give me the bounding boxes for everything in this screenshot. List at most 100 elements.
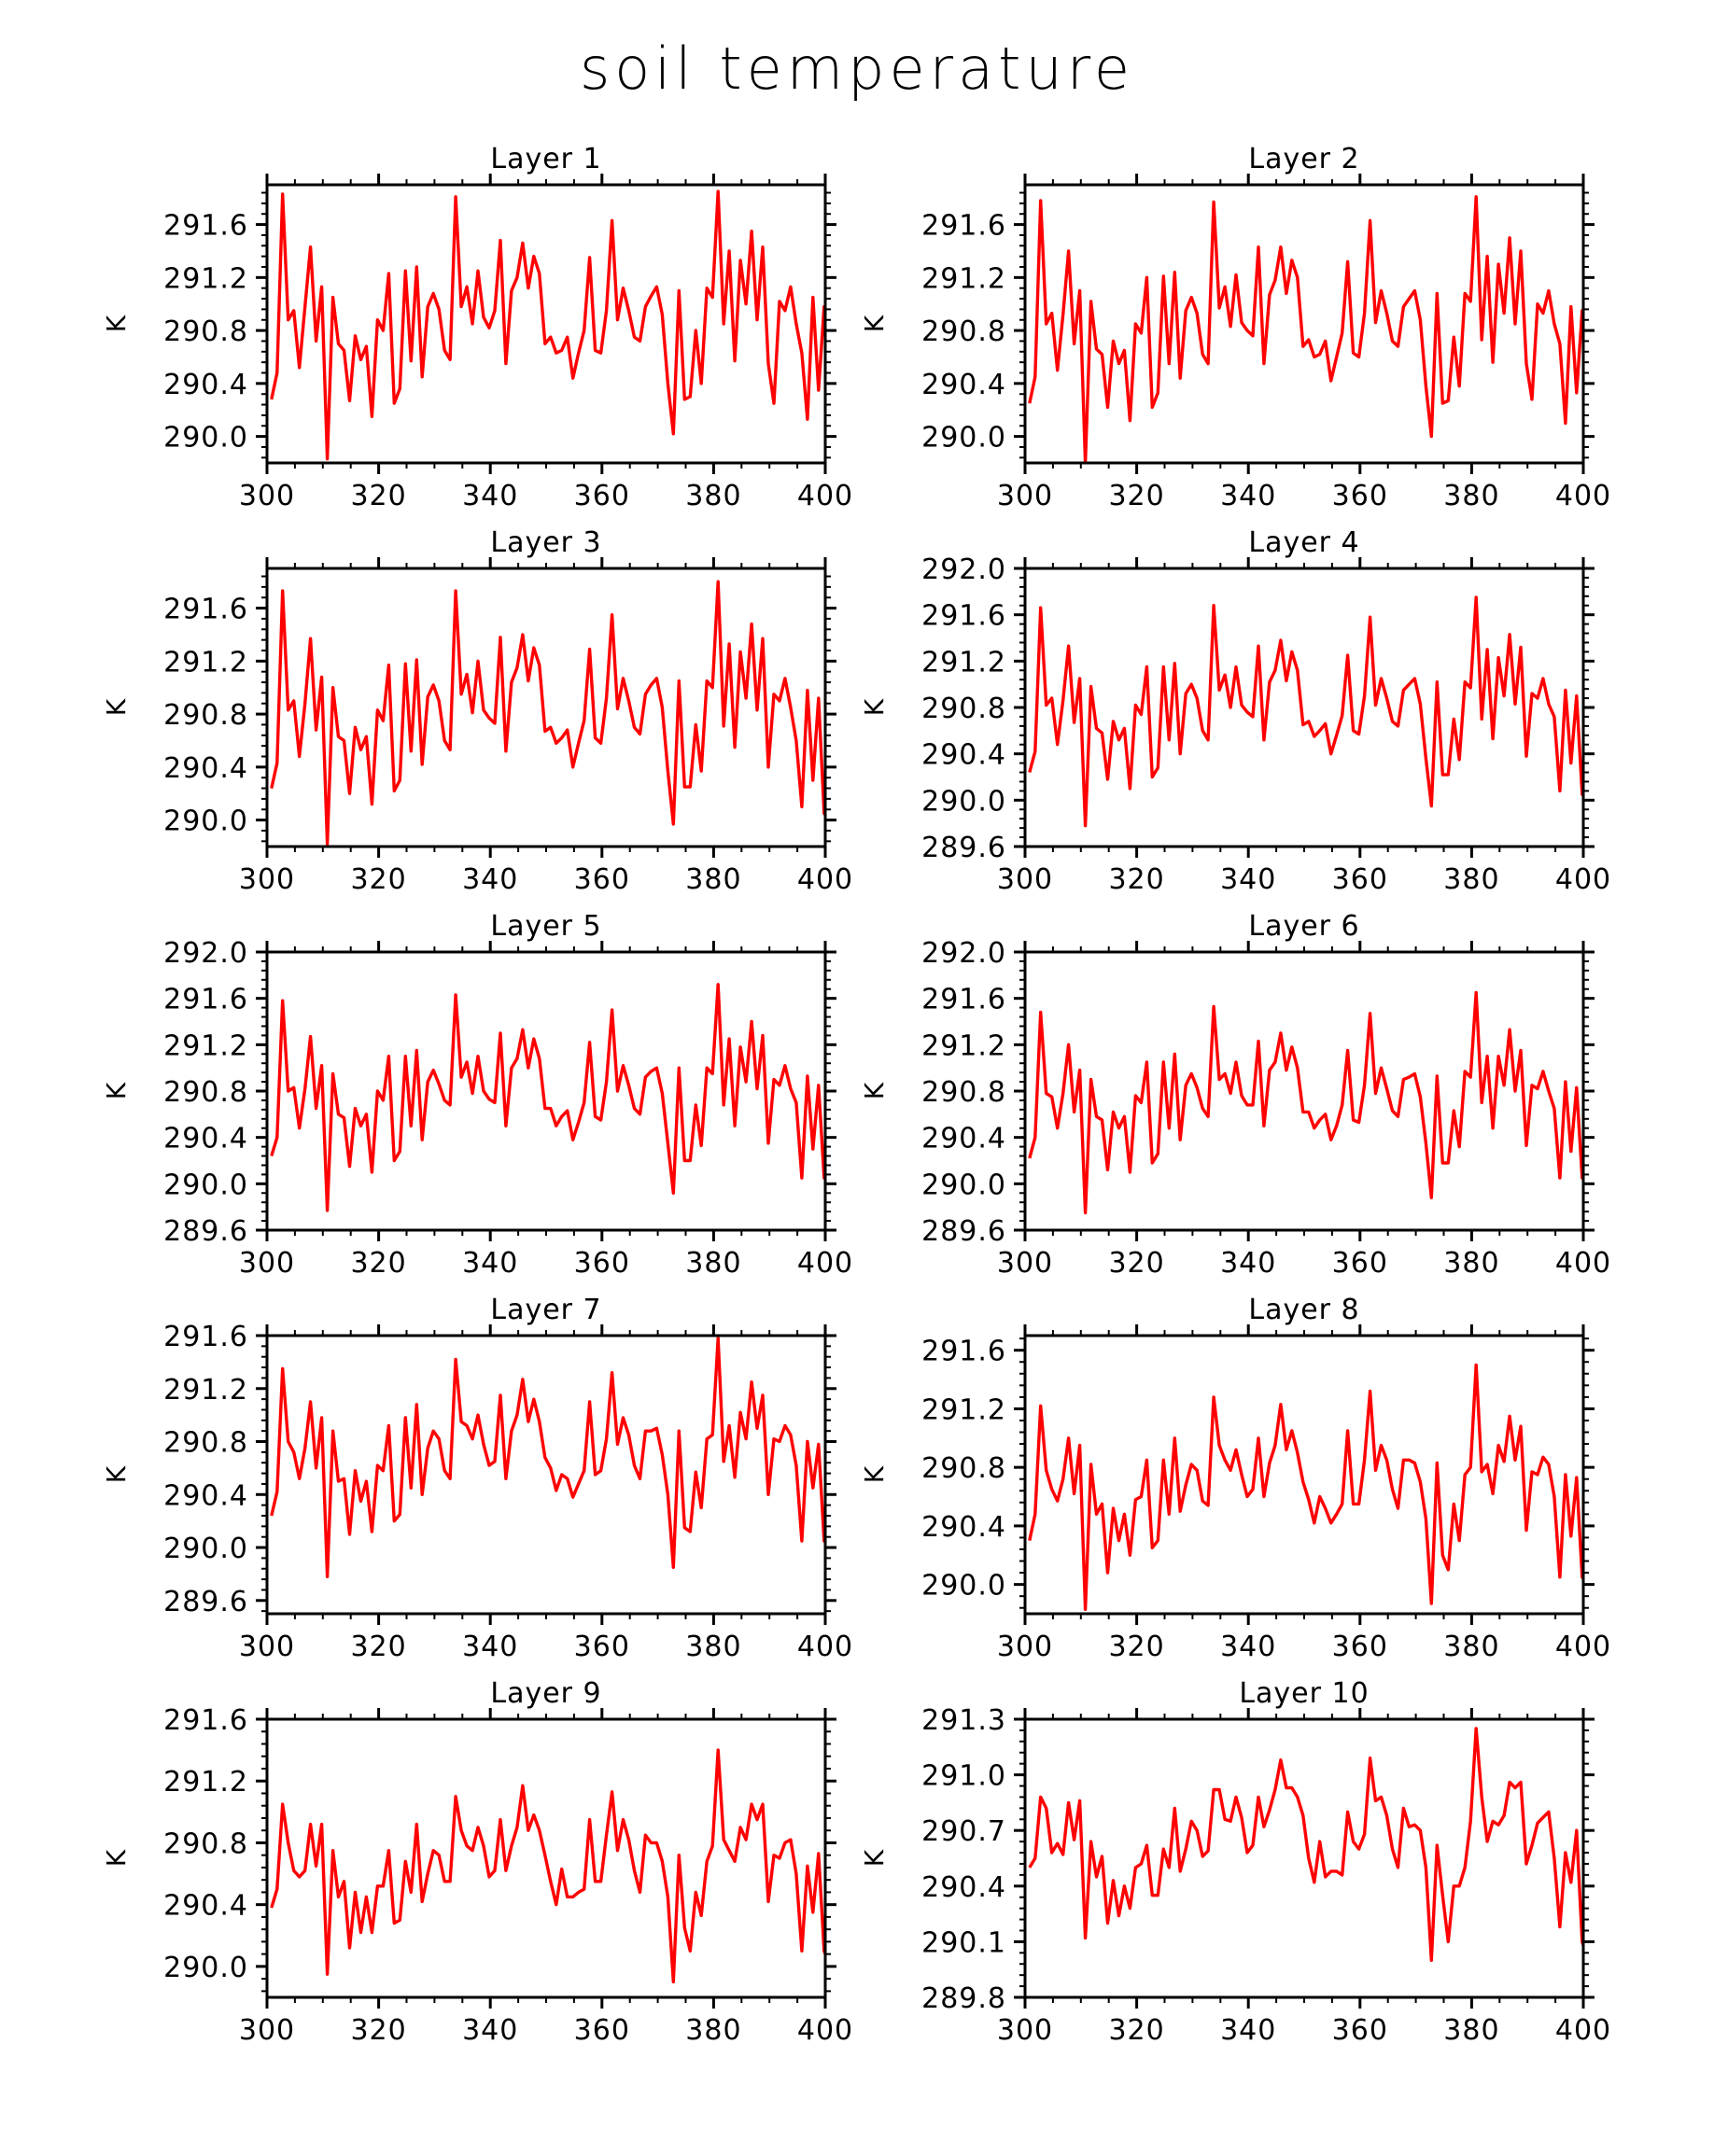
y-tick-label: 290.4: [163, 369, 248, 401]
x-tick-label: 400: [1555, 863, 1611, 896]
x-tick-label: 360: [574, 1247, 630, 1280]
x-axis: 300 320 340 360 380 400: [997, 941, 1611, 1280]
x-tick-label: 380: [685, 1631, 741, 1663]
y-tick-label: 291.6: [163, 1321, 248, 1353]
y-tick-label: 289.8: [921, 1982, 1006, 2015]
x-tick-label: 380: [685, 480, 741, 512]
panel-title: Layer 6: [1248, 910, 1359, 943]
x-tick-label: 360: [574, 863, 630, 896]
panel-title: Layer 2: [1248, 143, 1359, 175]
y-tick-label: 291.2: [163, 646, 248, 679]
y-tick-label: 290.0: [921, 785, 1006, 818]
y-tick-label: 290.4: [163, 1123, 248, 1155]
x-tick-label: 380: [1443, 1631, 1499, 1663]
x-tick-label: 340: [1220, 1247, 1276, 1280]
x-tick-label: 360: [1332, 480, 1388, 512]
y-tick-label: 290.4: [163, 1479, 248, 1512]
x-tick-label: 320: [350, 863, 406, 896]
x-tick-label: 300: [997, 1631, 1053, 1663]
y-tick-label: 290.0: [921, 1570, 1006, 1603]
x-tick-label: 340: [462, 863, 518, 896]
panel-layer-5: Layer 5 K 300 320 340 360 380 400 289.6 290.0 290.…: [101, 910, 852, 1280]
y-tick-label: 291.6: [163, 1704, 248, 1737]
x-axis: 300 320 340 360 380 400: [997, 1708, 1611, 2047]
series-line: [270, 580, 825, 846]
y-tick-label: 291.2: [163, 1374, 248, 1407]
panel-title: Layer 4: [1248, 526, 1359, 559]
y-axis: 289.8 290.1 290.4 290.7 291.0 291.3: [921, 1704, 1595, 2015]
y-tick-label: 291.2: [921, 1029, 1006, 1062]
y-axis-label: K: [101, 698, 132, 716]
y-tick-label: 292.0: [921, 553, 1006, 586]
x-tick-label: 380: [1443, 480, 1499, 512]
plot-frame: [1023, 1334, 1585, 1616]
y-axis-label: K: [859, 315, 890, 332]
y-tick-label: 289.6: [921, 1215, 1006, 1248]
plot-frame: [1023, 1717, 1585, 1999]
y-tick-label: 291.6: [921, 984, 1006, 1016]
y-tick-label: 292.0: [163, 937, 248, 970]
series-line: [1028, 990, 1583, 1215]
series-line: [270, 1748, 825, 1984]
x-tick-label: 400: [1555, 1247, 1611, 1280]
x-tick-label: 360: [1332, 1631, 1388, 1663]
x-tick-label: 320: [1108, 863, 1164, 896]
series-line: [1028, 1727, 1583, 1963]
y-tick-label: 289.6: [163, 1215, 248, 1248]
y-axis-label: K: [101, 315, 132, 332]
y-tick-label: 289.6: [163, 1586, 248, 1618]
y-tick-label: 290.4: [921, 1123, 1006, 1155]
series-line: [270, 1337, 825, 1579]
y-axis-label: K: [859, 1465, 890, 1483]
y-tick-label: 290.4: [921, 369, 1006, 401]
y-tick-label: 290.8: [163, 1076, 248, 1109]
y-tick-label: 290.7: [921, 1815, 1006, 1848]
y-tick-label: 290.0: [163, 805, 248, 838]
x-axis: 300 320 340 360 380 400: [239, 1708, 853, 2047]
x-tick-label: 380: [685, 2014, 741, 2047]
panel-title: Layer 3: [490, 526, 601, 559]
y-tick-label: 290.0: [163, 422, 248, 455]
x-tick-label: 340: [462, 2014, 518, 2047]
plot-frame: [1023, 950, 1585, 1232]
plot-frame: [1023, 183, 1585, 465]
x-tick-label: 400: [797, 480, 853, 512]
y-tick-label: 291.6: [163, 210, 248, 243]
x-tick-label: 400: [1555, 1631, 1611, 1663]
x-tick-label: 320: [1108, 1247, 1164, 1280]
x-tick-label: 340: [462, 1247, 518, 1280]
x-tick-label: 340: [1220, 2014, 1276, 2047]
y-tick-label: 291.2: [163, 262, 248, 295]
x-tick-label: 300: [997, 1247, 1053, 1280]
panel-title: Layer 8: [1248, 1294, 1359, 1326]
x-tick-label: 360: [574, 480, 630, 512]
y-tick-label: 289.6: [921, 832, 1006, 864]
x-tick-label: 320: [1108, 1631, 1164, 1663]
y-axis: 289.6 290.0 290.4 290.8 291.2 291.6 292.0: [921, 937, 1595, 1248]
y-tick-label: 290.8: [921, 1076, 1006, 1109]
y-tick-label: 290.0: [163, 1533, 248, 1565]
y-axis-label: K: [101, 1465, 132, 1483]
panel-layer-6: Layer 6 K 300 320 340 360 380 400 289.6 290.0 290.…: [859, 910, 1611, 1280]
y-tick-label: 290.8: [921, 693, 1006, 725]
x-tick-label: 400: [797, 2014, 853, 2047]
y-tick-label: 291.6: [921, 1336, 1006, 1368]
x-axis: 300 320 340 360 380 400: [239, 941, 852, 1280]
x-tick-label: 340: [462, 480, 518, 512]
x-tick-label: 400: [1555, 2014, 1611, 2047]
x-tick-label: 400: [797, 1631, 853, 1663]
y-tick-label: 292.0: [921, 937, 1006, 970]
x-tick-label: 300: [997, 2014, 1053, 2047]
x-axis: 300 320 340 360 380 400: [997, 1324, 1611, 1663]
y-tick-label: 290.4: [921, 739, 1006, 772]
y-tick-label: 290.8: [163, 699, 248, 732]
y-tick-label: 291.2: [163, 1029, 248, 1062]
y-axis-label: K: [859, 1849, 890, 1867]
panel-title: Layer 5: [490, 910, 601, 943]
y-axis-label: K: [859, 1082, 890, 1099]
plot-frame: [265, 950, 827, 1232]
